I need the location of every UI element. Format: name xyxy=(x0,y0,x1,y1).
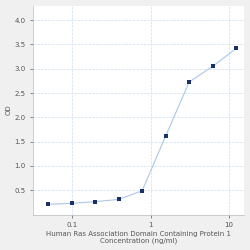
Point xyxy=(187,80,191,84)
Point xyxy=(93,200,97,204)
Point xyxy=(70,201,74,205)
Point xyxy=(140,189,144,193)
X-axis label: Human Ras Association Domain Containing Protein 1
Concentration (ng/ml): Human Ras Association Domain Containing … xyxy=(46,231,231,244)
Point xyxy=(211,64,215,68)
Point xyxy=(164,134,168,138)
Point xyxy=(116,198,120,202)
Point xyxy=(234,46,238,50)
Point xyxy=(46,202,50,206)
Y-axis label: OD: OD xyxy=(6,105,12,115)
